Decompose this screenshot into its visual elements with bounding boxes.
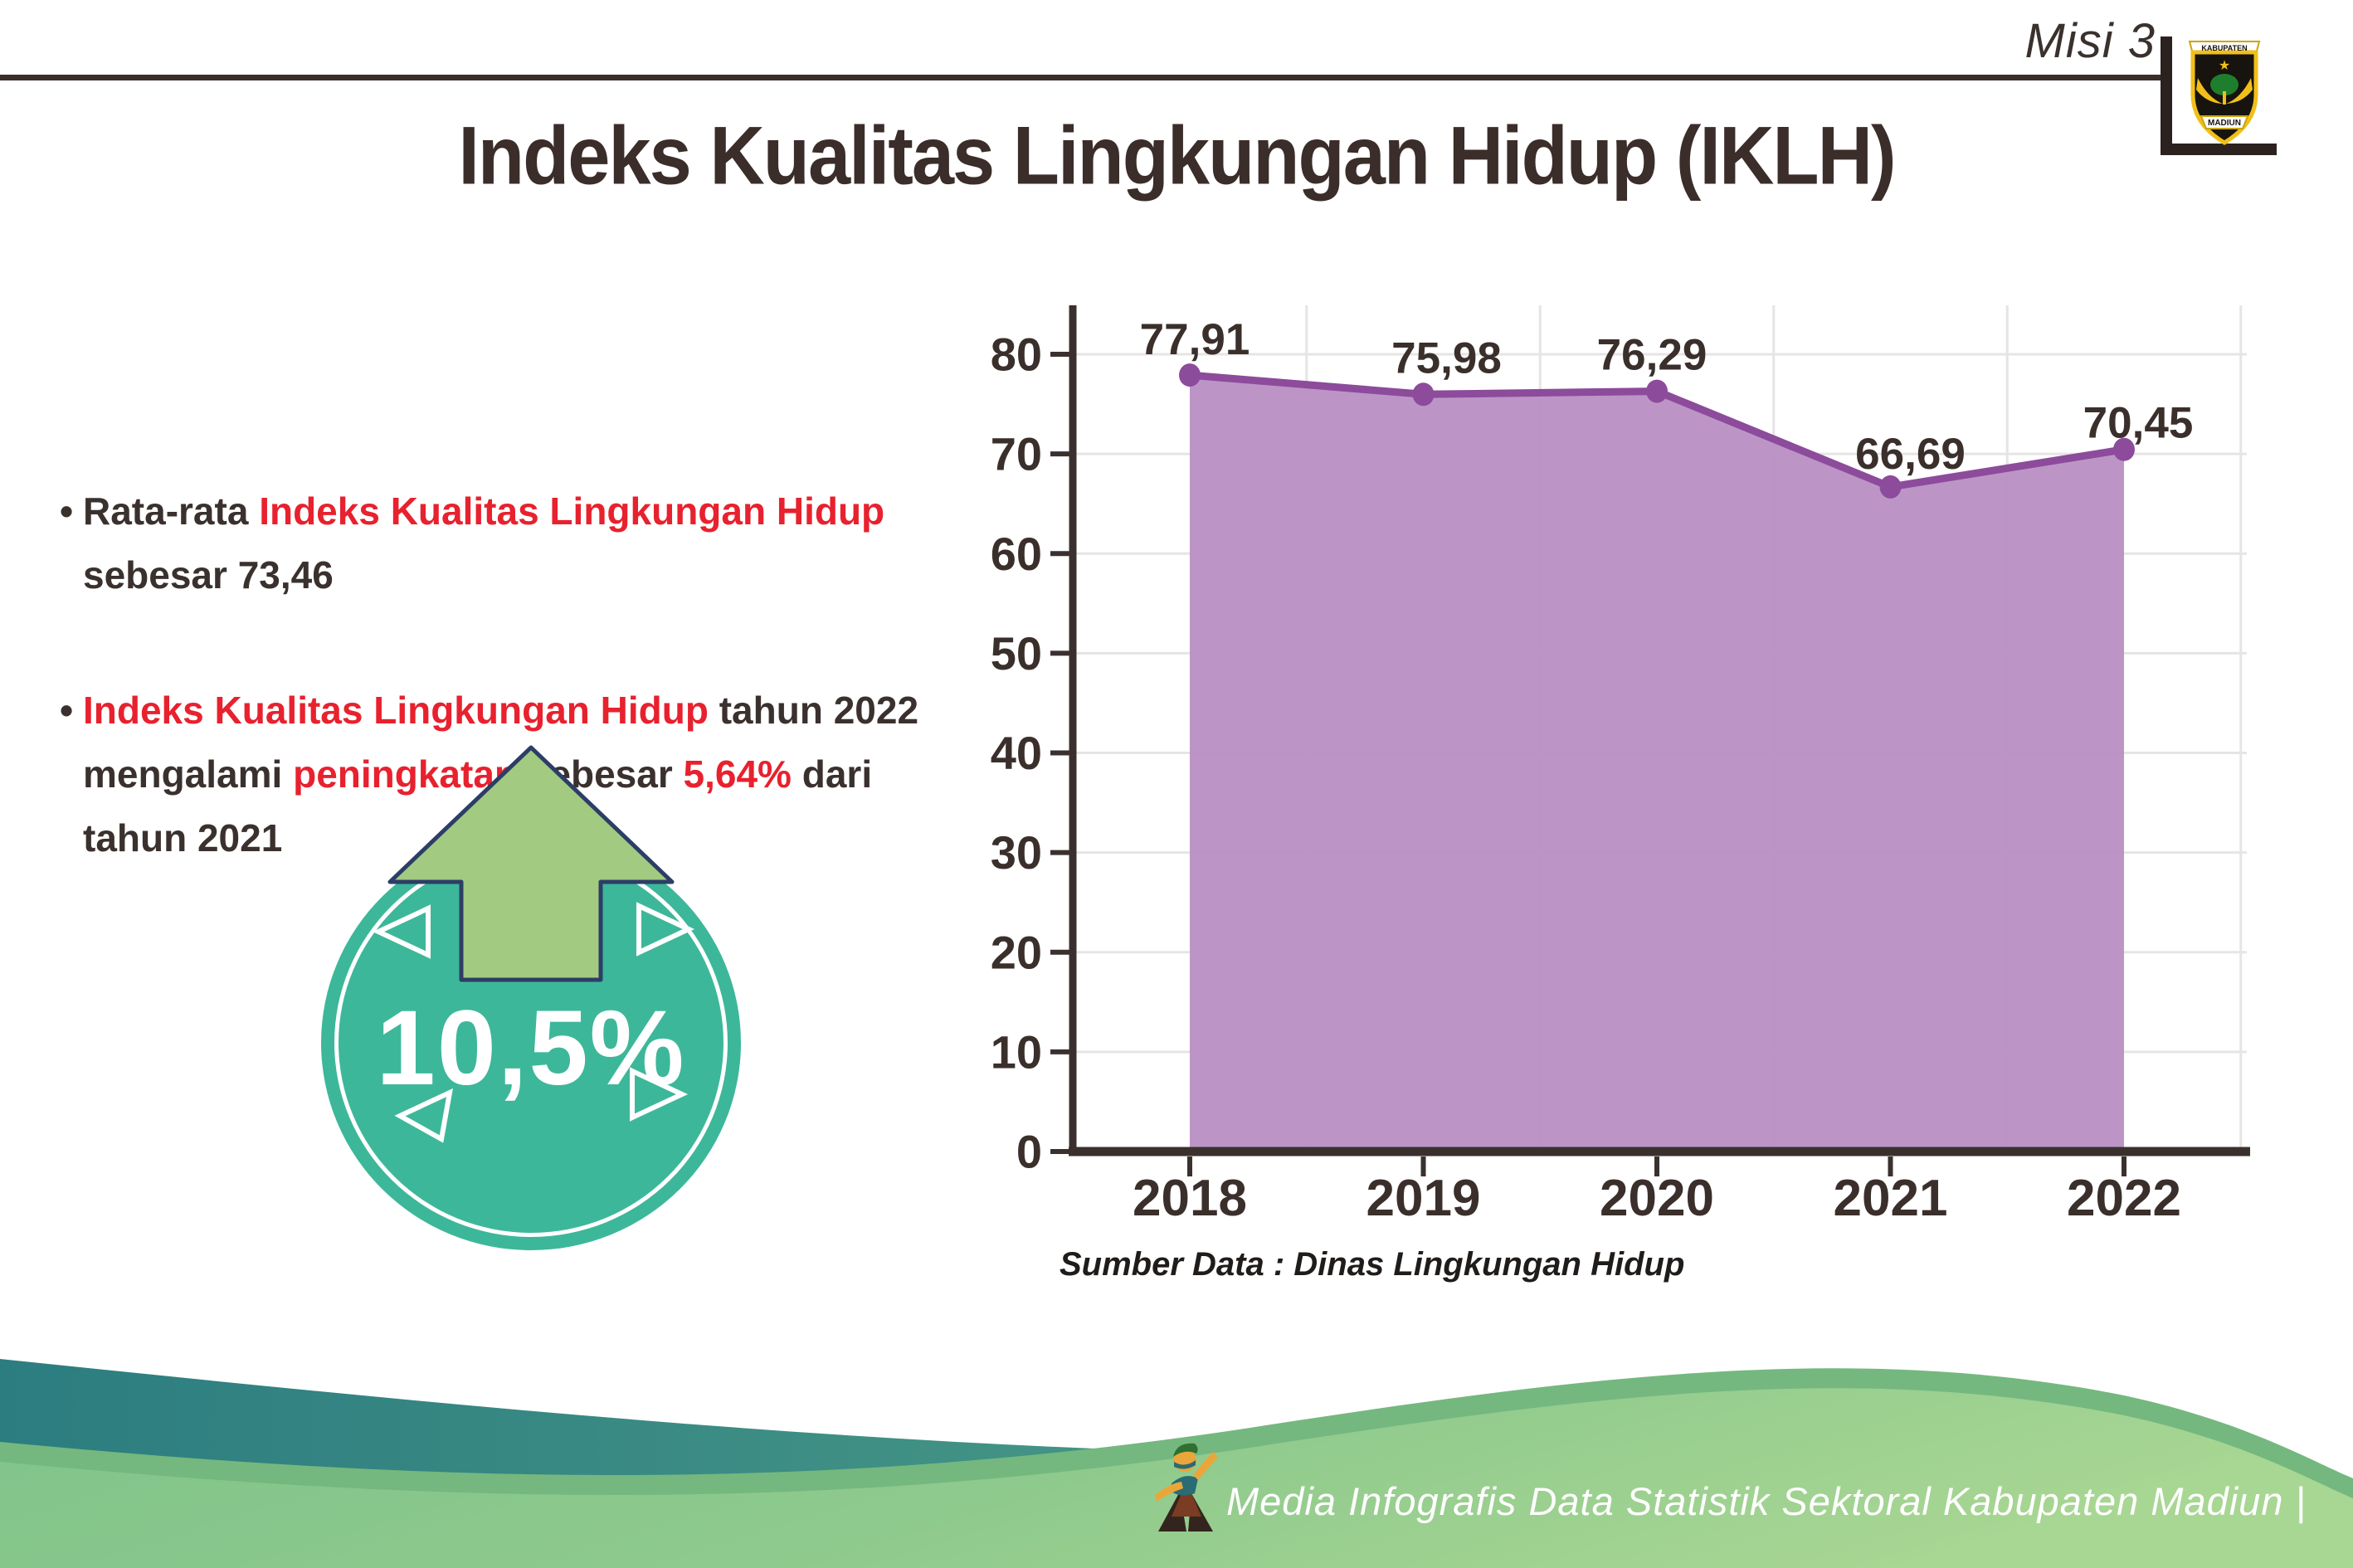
series-area: [1190, 375, 2124, 1152]
x-category-label: 2022: [2067, 1170, 2181, 1227]
body-text: dari: [791, 752, 873, 796]
mascot-torso: [1172, 1476, 1198, 1496]
x-category-label: 2019: [1366, 1170, 1481, 1227]
logo-bottom-text: MADIUN: [2208, 119, 2241, 128]
triangle-accent-sw: [394, 1088, 453, 1143]
data-label: 70,45: [2083, 399, 2194, 448]
data-point: [1179, 363, 1201, 387]
logo-wing-right: [2226, 78, 2253, 104]
x-category-label: 2018: [1133, 1170, 1247, 1227]
highlighted-text: Indeks Kualitas Lingkungan Hidup: [259, 489, 885, 533]
body-text: Rata-rata: [83, 489, 260, 533]
mascot-headband: [1174, 1460, 1196, 1469]
data-point: [1646, 379, 1668, 403]
badge-accent-triangles: [372, 902, 695, 1143]
mascot-arm-right: [1193, 1452, 1218, 1480]
triangle-accent-nw: [372, 904, 431, 959]
y-tick-label: 50: [991, 627, 1042, 679]
y-tick-label: 10: [991, 1025, 1042, 1078]
kabupaten-madiun-logo: KABUPATEN ★ MADIUN: [2188, 41, 2261, 145]
header-rule: [0, 75, 2162, 80]
mascot-sarong: [1172, 1482, 1201, 1517]
bullet-dot-icon: •: [60, 689, 74, 732]
dancer-mascot-icon: [1155, 1443, 1218, 1531]
logo-bottom-banner: [2200, 115, 2249, 129]
body-text: sebesar 73,46: [83, 553, 334, 597]
x-category-label: 2021: [1834, 1170, 1948, 1227]
footer-credit: Media Infografis Data Statistik Sektoral…: [1226, 1479, 2307, 1523]
y-tick-label: 0: [1016, 1126, 1042, 1178]
data-label: 76,29: [1597, 331, 1708, 380]
logo-star-icon: ★: [2219, 59, 2230, 73]
data-label: 66,69: [1855, 430, 1966, 479]
logo-wing-left: [2196, 78, 2223, 104]
highlighted-text: 5,64%: [683, 752, 792, 796]
y-tick-label: 70: [991, 428, 1042, 480]
mission-label: Misi 3: [2024, 14, 2156, 68]
data-point: [1412, 382, 1435, 407]
logo-frame-vertical: [2161, 37, 2172, 155]
body-text: tahun 2021: [83, 816, 283, 859]
logo-tree-icon: [2210, 74, 2239, 95]
y-tick-label: 20: [991, 926, 1042, 978]
badge-percentage: 10,5%: [376, 989, 686, 1108]
bullet-list: • Rata-rata Indeks Kualitas Lingkungan Hi…: [60, 480, 997, 870]
triangle-accent-ne: [636, 902, 695, 957]
page-title: Indeks Kualitas Lingkungan Hidup (IKLH): [458, 110, 1896, 202]
mascot-headdress: [1173, 1443, 1198, 1457]
bullet-dot-icon: •: [60, 489, 74, 533]
body-text: mengalami: [83, 752, 294, 796]
x-category-label: 2020: [1600, 1170, 1714, 1227]
y-tick-label: 40: [991, 727, 1042, 779]
y-tick-label: 80: [991, 329, 1042, 381]
y-tick-label: 30: [991, 826, 1042, 879]
highlighted-text: peningkatan: [293, 752, 519, 796]
logo-top-text: KABUPATEN: [2201, 44, 2247, 52]
logo-frame-horizontal: [2161, 144, 2277, 155]
data-label: 75,98: [1391, 334, 1502, 382]
y-tick-label: 60: [991, 528, 1042, 580]
mascot-arm-left: [1155, 1482, 1183, 1502]
up-arrow-icon: [387, 745, 675, 982]
bullet-item: • Indeks Kualitas Lingkungan Hidup tahun …: [60, 679, 997, 870]
highlighted-text: Indeks Kualitas Lingkungan Hidup: [83, 689, 709, 732]
data-point: [1879, 475, 1902, 499]
bullet-item: • Rata-rata Indeks Kualitas Lingkungan Hi…: [60, 480, 997, 607]
body-text: tahun 2022: [708, 689, 919, 732]
up-arrow-shape: [387, 745, 675, 982]
triangle-accent-se: [630, 1067, 689, 1122]
footer-wave-green: [0, 1388, 2353, 1568]
source-note: Sumber Data : Dinas Lingkungan Hidup: [1060, 1246, 1685, 1283]
data-point: [2113, 437, 2135, 461]
logo-tree-trunk: [2223, 91, 2226, 105]
data-label: 77,91: [1140, 315, 1250, 364]
